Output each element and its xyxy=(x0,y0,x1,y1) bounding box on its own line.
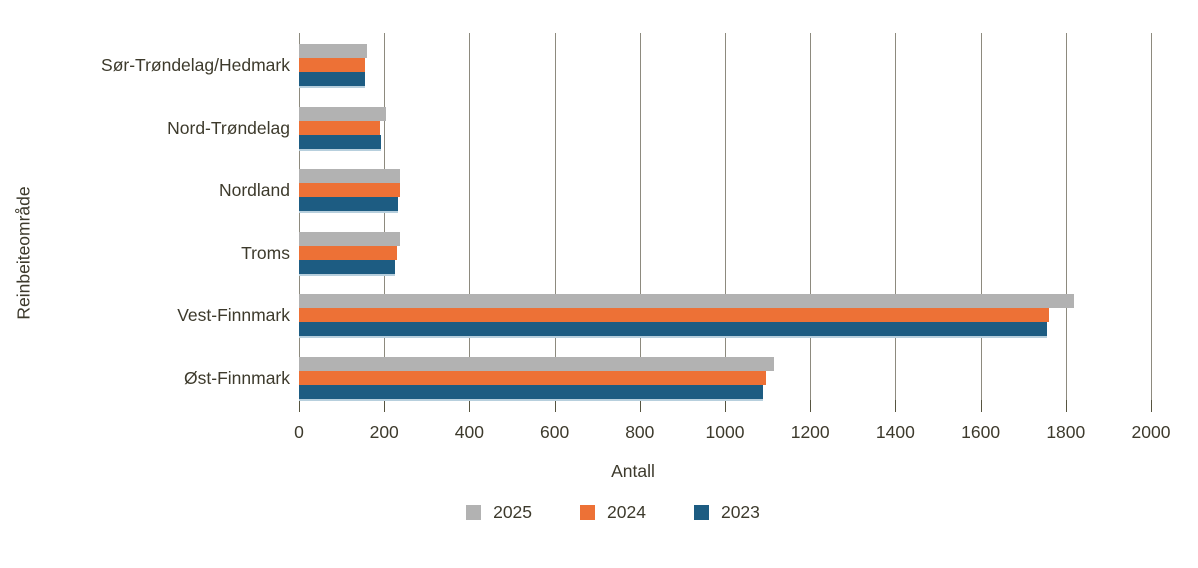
gridline-x-2000 xyxy=(1151,33,1152,400)
category-label-troms: Troms xyxy=(241,242,290,263)
bar-2025-vest-finnmark xyxy=(299,294,1075,309)
bar-2024-vest-finnmark xyxy=(299,308,1049,323)
gridline-x-0 xyxy=(299,33,300,400)
tickmark-x-600 xyxy=(554,400,556,412)
category-axis: Sør-Trøndelag/Hedmark Nord-Trøndelag Nordl… xyxy=(0,33,290,412)
tickmark-x-800 xyxy=(639,400,641,412)
category-label-s-r-tr-ndelag-hedmark: Sør-Trøndelag/Hedmark xyxy=(101,55,290,75)
bar-2023-s-r-tr-ndelag-hedmark xyxy=(299,72,365,86)
bar-2025-nordland xyxy=(299,169,401,184)
legend-label-2023: 2023 xyxy=(720,502,760,522)
tickmark-x-200 xyxy=(384,400,386,412)
bar-2023-nord-tr-ndelag xyxy=(299,134,381,149)
legend-label-2024: 2024 xyxy=(607,502,646,522)
gridline-x-600 xyxy=(554,33,556,400)
legend: 2025 2024 2023 xyxy=(0,502,1198,523)
bar-2024-troms xyxy=(299,245,397,260)
bar-2024-st-finnmark xyxy=(299,371,766,385)
x-tick-label-1000: 1000 xyxy=(705,422,745,442)
bar-2023-troms xyxy=(299,259,396,274)
x-axis-tick-labels: 0 200 400 600 800 1000 1200 1400 1600 1800 2000 xyxy=(294,422,1170,444)
bar-2024-s-r-tr-ndelag-hedmark xyxy=(299,58,366,72)
category-label-nord-tr-ndelag: Nord-Trøndelag xyxy=(167,117,290,138)
bar-2025-nord-tr-ndelag xyxy=(299,106,387,121)
x-tick-label-1600: 1600 xyxy=(961,422,1001,442)
legend-swatch-2023 xyxy=(693,505,709,520)
category-label-vest-finnmark: Vest-Finnmark xyxy=(177,305,290,326)
bar-2023-vest-finnmark xyxy=(299,322,1048,337)
gridline-x-1800 xyxy=(1065,33,1067,400)
x-tick-label-1200: 1200 xyxy=(790,422,830,442)
category-label-st-finnmark: Øst-Finnmark xyxy=(184,368,290,388)
category-label-nordland: Nordland xyxy=(218,180,290,201)
bar-2025-troms xyxy=(299,231,400,246)
bar-2023-st-finnmark xyxy=(299,385,764,399)
bar-2024-nord-tr-ndelag xyxy=(299,120,380,135)
gridline-x-400 xyxy=(469,33,471,400)
plot-area xyxy=(299,33,1152,412)
legend-swatch-2024 xyxy=(580,505,596,520)
bar-2025-s-r-tr-ndelag-hedmark xyxy=(299,44,368,58)
bar-2023-nordland xyxy=(299,197,398,212)
gridline-x-1200 xyxy=(810,33,812,400)
gridline-x-1400 xyxy=(895,33,897,400)
tickmark-x-1800 xyxy=(1065,400,1067,412)
legend-item-2025: 2025 xyxy=(466,502,532,523)
tickmark-x-1400 xyxy=(895,400,897,412)
legend-label-2025: 2025 xyxy=(493,502,533,522)
tickmark-x-1200 xyxy=(810,400,812,412)
legend-item-2024: 2024 xyxy=(580,502,646,523)
gridline-x-200 xyxy=(384,33,386,400)
tickmark-x-400 xyxy=(469,400,471,412)
gridline-x-800 xyxy=(639,33,641,400)
x-tick-label-600: 600 xyxy=(539,422,570,442)
x-tick-label-800: 800 xyxy=(625,422,655,442)
tickmark-x-0 xyxy=(299,400,300,412)
x-tick-label-1800: 1800 xyxy=(1046,422,1086,442)
legend-swatch-2025 xyxy=(466,505,482,520)
x-tick-label-0: 0 xyxy=(294,422,304,442)
tickmark-x-1000 xyxy=(725,400,726,412)
gridline-x-1600 xyxy=(980,33,982,400)
x-tick-label-400: 400 xyxy=(454,422,484,442)
tickmark-x-1600 xyxy=(980,400,982,412)
x-tick-label-2000: 2000 xyxy=(1131,422,1171,442)
x-tick-label-1400: 1400 xyxy=(875,422,915,442)
legend-item-2023: 2023 xyxy=(693,502,760,523)
gridline-x-1000 xyxy=(725,33,726,400)
x-tick-label-200: 200 xyxy=(369,422,399,442)
tickmark-x-2000 xyxy=(1151,400,1152,412)
bar-2025-st-finnmark xyxy=(299,357,774,371)
bar-2024-nordland xyxy=(299,183,400,198)
x-axis-title: Antall xyxy=(611,461,655,481)
